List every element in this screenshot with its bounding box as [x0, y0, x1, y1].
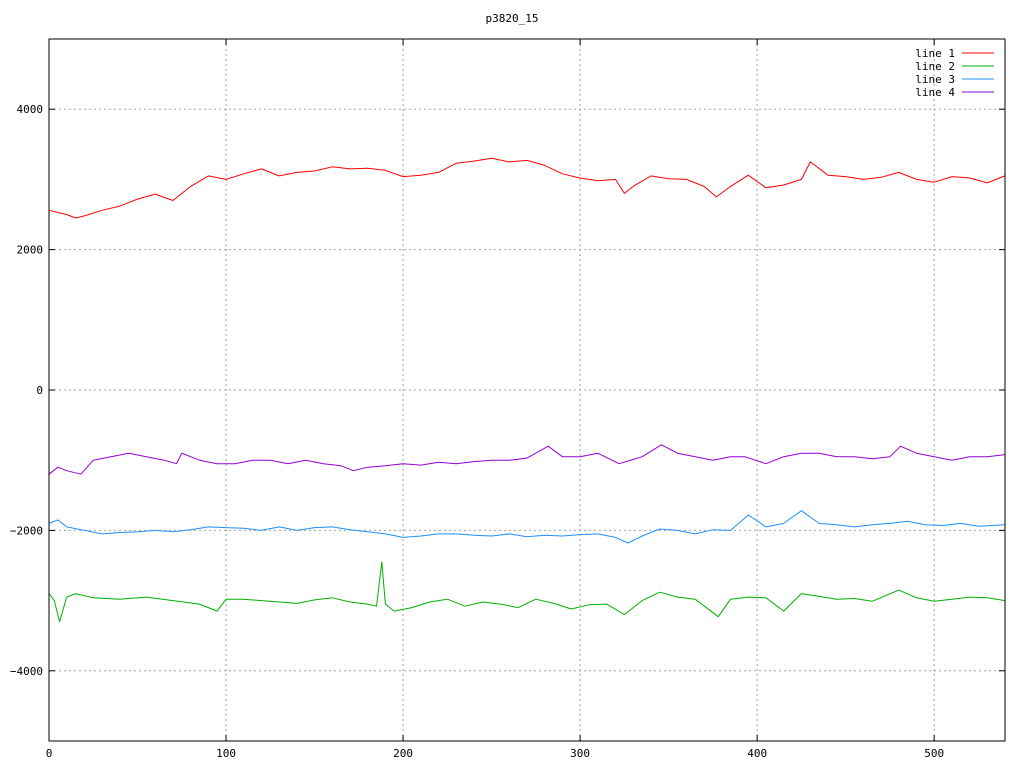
y-tick-label: 0 [36, 384, 43, 397]
series-line-2 [48, 561, 1006, 623]
y-tick-label: 4000 [17, 103, 44, 116]
legend-label-4: line 4 [915, 86, 955, 99]
legend-label-3: line 3 [915, 73, 955, 86]
x-tick-label: 500 [924, 747, 944, 760]
axis-ticks: 0 100 200 300 400 500 −4000 −2000 0 2000 4000 [10, 39, 1005, 760]
chart-title: p3820_15 [486, 12, 539, 25]
y-tick-label: −4000 [10, 665, 43, 678]
x-tick-label: 100 [216, 747, 236, 760]
legend-label-1: line 1 [915, 47, 955, 60]
x-tick-label: 300 [570, 747, 590, 760]
series-line-4 [48, 444, 1006, 475]
series-line-1 [48, 157, 1006, 219]
plot-area-border [48, 38, 1006, 742]
x-tick-label: 400 [747, 747, 767, 760]
grid [49, 39, 1005, 741]
series-line-3 [48, 510, 1006, 544]
legend-label-2: line 2 [915, 60, 955, 73]
x-tick-label: 0 [46, 747, 53, 760]
x-tick-label: 200 [393, 747, 413, 760]
y-tick-label: 2000 [17, 244, 44, 257]
y-tick-label: −2000 [10, 524, 43, 537]
series-layer [48, 157, 1006, 623]
